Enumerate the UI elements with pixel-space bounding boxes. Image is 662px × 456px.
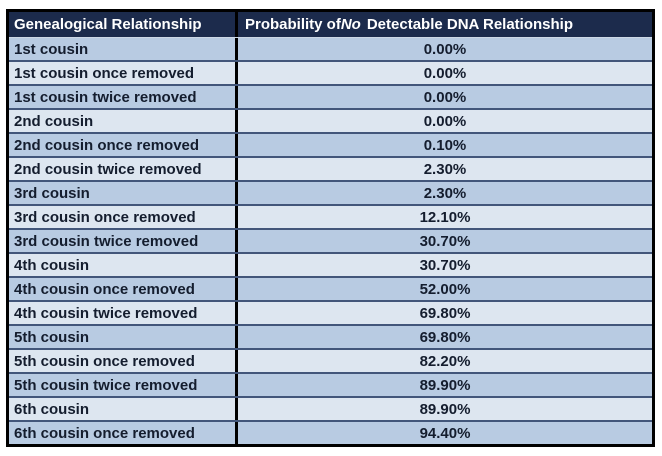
probability-cell: 69.80% bbox=[419, 328, 471, 346]
probability-cell: 89.90% bbox=[419, 400, 471, 418]
probability-cell: 69.80% bbox=[419, 304, 471, 322]
relationship-cell: 1st cousin once removed bbox=[9, 62, 238, 84]
table-row: 4th cousin once removed 52.00% bbox=[9, 276, 652, 300]
table-row: 6th cousin 89.90% bbox=[9, 396, 652, 420]
dna-probability-table: Genealogical Relationship Probability of… bbox=[6, 9, 655, 447]
table-row: 1st cousin twice removed 0.00% bbox=[9, 84, 652, 108]
probability-cell: 0.00% bbox=[423, 112, 467, 130]
relationship-cell: 4th cousin bbox=[9, 254, 238, 276]
column-header-probability: Probability of No Detectable DNA Relation… bbox=[238, 12, 652, 37]
table-row: 5th cousin twice removed 89.90% bbox=[9, 372, 652, 396]
probability-cell: 30.70% bbox=[419, 256, 471, 274]
probability-cell: 30.70% bbox=[419, 232, 471, 250]
relationship-cell: 5th cousin twice removed bbox=[9, 374, 238, 396]
table-row: 2nd cousin twice removed 2.30% bbox=[9, 156, 652, 180]
relationship-cell: 6th cousin once removed bbox=[9, 422, 238, 444]
table-row: 2nd cousin 0.00% bbox=[9, 108, 652, 132]
probability-cell: 82.20% bbox=[419, 352, 471, 370]
relationship-cell: 5th cousin once removed bbox=[9, 350, 238, 372]
table-row: 2nd cousin once removed 0.10% bbox=[9, 132, 652, 156]
table-row: 3rd cousin once removed 12.10% bbox=[9, 204, 652, 228]
probability-cell: 0.00% bbox=[423, 40, 467, 58]
column-header-probability-suffix: Detectable DNA Relationship bbox=[366, 16, 573, 33]
relationship-cell: 2nd cousin once removed bbox=[9, 134, 238, 156]
relationship-cell: 6th cousin bbox=[9, 398, 238, 420]
column-header-relationship: Genealogical Relationship bbox=[9, 12, 238, 37]
relationship-cell: 3rd cousin once removed bbox=[9, 206, 238, 228]
probability-cell: 0.10% bbox=[423, 136, 467, 154]
table-header-row: Genealogical Relationship Probability of… bbox=[9, 12, 652, 37]
table-row: 1st cousin once removed 0.00% bbox=[9, 60, 652, 84]
probability-cell: 2.30% bbox=[423, 160, 467, 178]
table-row: 4th cousin twice removed 69.80% bbox=[9, 300, 652, 324]
probability-cell: 0.00% bbox=[423, 88, 467, 106]
probability-cell: 2.30% bbox=[423, 184, 467, 202]
table-row: 1st cousin 0.00% bbox=[9, 38, 652, 60]
column-header-probability-italic: No bbox=[340, 16, 361, 33]
table-body: 1st cousin 0.00% 1st cousin once removed… bbox=[9, 37, 652, 444]
relationship-cell: 3rd cousin twice removed bbox=[9, 230, 238, 252]
relationship-cell: 4th cousin twice removed bbox=[9, 302, 238, 324]
table-row: 3rd cousin twice removed 30.70% bbox=[9, 228, 652, 252]
relationship-cell: 1st cousin twice removed bbox=[9, 86, 238, 108]
table-row: 4th cousin 30.70% bbox=[9, 252, 652, 276]
relationship-cell: 1st cousin bbox=[9, 38, 238, 60]
relationship-cell: 3rd cousin bbox=[9, 182, 238, 204]
probability-cell: 52.00% bbox=[419, 280, 471, 298]
relationship-cell: 4th cousin once removed bbox=[9, 278, 238, 300]
table-row: 5th cousin 69.80% bbox=[9, 324, 652, 348]
relationship-cell: 2nd cousin bbox=[9, 110, 238, 132]
column-header-probability-prefix: Probability of bbox=[245, 16, 341, 33]
probability-cell: 12.10% bbox=[419, 208, 471, 226]
probability-cell: 89.90% bbox=[419, 376, 471, 394]
table-row: 5th cousin once removed 82.20% bbox=[9, 348, 652, 372]
probability-cell: 94.40% bbox=[419, 424, 471, 442]
relationship-cell: 2nd cousin twice removed bbox=[9, 158, 238, 180]
probability-cell: 0.00% bbox=[423, 64, 467, 82]
relationship-cell: 5th cousin bbox=[9, 326, 238, 348]
table-row: 6th cousin once removed 94.40% bbox=[9, 420, 652, 444]
table-row: 3rd cousin 2.30% bbox=[9, 180, 652, 204]
